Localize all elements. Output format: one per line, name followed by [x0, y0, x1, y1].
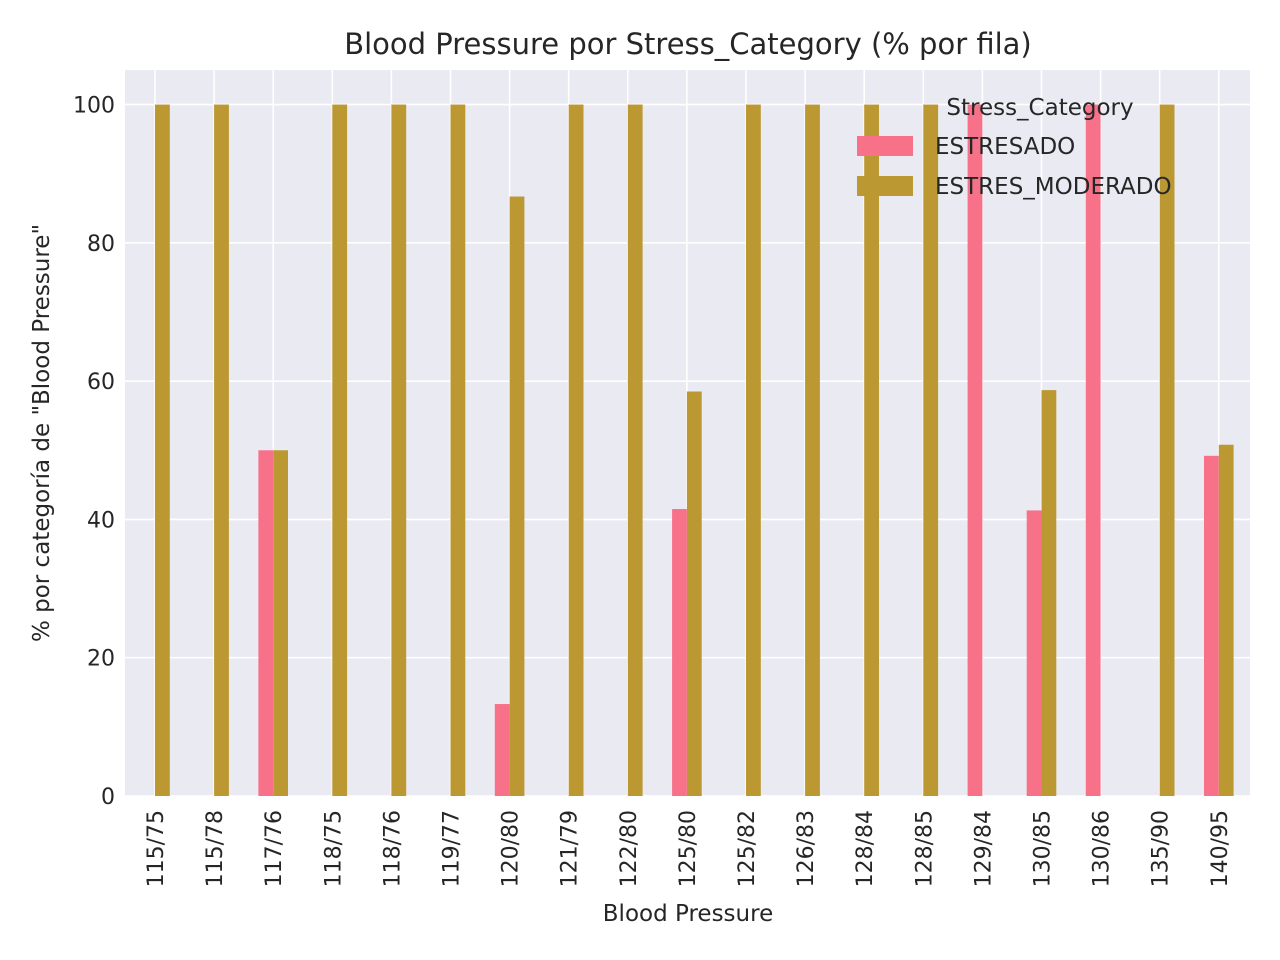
bar-estres-moderado-118-75 — [332, 104, 348, 797]
y-tick-label: 100 — [73, 94, 115, 119]
y-tick-label: 20 — [87, 647, 115, 672]
legend-title: Stress_Category — [946, 95, 1133, 121]
x-tick-label: 125/80 — [676, 810, 701, 887]
x-tick-label: 122/80 — [617, 810, 642, 887]
legend-swatch-estres-moderado — [857, 176, 913, 196]
x-axis-label: Blood Pressure — [603, 901, 773, 927]
x-tick-label: 130/86 — [1090, 810, 1115, 887]
x-axis-ticks: 115/75 115/78 117/76 118/75 118/76 119/77 120/… — [144, 810, 1233, 887]
bar-estres-moderado-126-83 — [805, 104, 820, 797]
bar-estresado-130-85 — [1026, 510, 1042, 796]
bar-estres-moderado-140-95 — [1218, 444, 1234, 796]
x-tick-label: 115/78 — [203, 810, 228, 887]
x-tick-label: 135/90 — [1149, 810, 1174, 887]
bar-estres-moderado-120-80 — [509, 196, 525, 796]
x-tick-label: 126/83 — [794, 810, 819, 887]
x-tick-label: 129/84 — [971, 810, 996, 887]
bar-estres-moderado-121-79 — [568, 104, 584, 797]
x-tick-label: 140/95 — [1208, 810, 1233, 887]
y-tick-label: 60 — [87, 370, 115, 395]
x-tick-label: 128/84 — [853, 810, 878, 887]
bar-estres-moderado-115-78 — [214, 104, 229, 797]
bar-estresado-140-95 — [1204, 455, 1219, 796]
bars — [155, 104, 1234, 797]
bar-estresado-117-76 — [258, 450, 274, 796]
y-tick-label: 0 — [101, 785, 115, 810]
y-axis-ticks: 0 20 40 60 80 100 — [73, 94, 115, 810]
chart-title: Blood Pressure por Stress_Category (% po… — [344, 27, 1032, 61]
y-tick-label: 40 — [87, 508, 115, 533]
x-tick-label: 118/75 — [321, 810, 346, 887]
bar-estresado-129-84 — [967, 104, 983, 797]
legend: Stress_Category ESTRESADO ESTRES_MODERAD… — [857, 95, 1172, 200]
bar-estresado-120-80 — [494, 704, 510, 796]
legend-label-estres-moderado: ESTRES_MODERADO — [935, 174, 1172, 200]
bar-estresado-125-80 — [672, 509, 687, 796]
legend-swatch-estresado — [857, 136, 913, 156]
bar-estres-moderado-130-85 — [1041, 390, 1057, 796]
x-tick-label: 125/82 — [735, 810, 760, 887]
bar-estres-moderado-122-80 — [627, 104, 643, 797]
x-tick-label: 120/80 — [499, 810, 524, 887]
x-tick-label: 115/75 — [144, 810, 169, 887]
legend-label-estresado: ESTRESADO — [935, 134, 1075, 160]
bar-estres-moderado-135-90 — [1159, 104, 1175, 797]
y-tick-label: 80 — [87, 232, 115, 257]
bar-estres-moderado-119-77 — [450, 104, 466, 797]
x-tick-label: 118/76 — [380, 810, 405, 887]
x-tick-label: 128/85 — [912, 810, 937, 887]
y-axis-label: % por categoría de "Blood Pressure" — [29, 224, 55, 642]
bar-estres-moderado-128-84 — [864, 104, 879, 797]
x-tick-label: 130/85 — [1031, 810, 1056, 887]
bar-estres-moderado-125-80 — [686, 391, 702, 796]
x-tick-label: 119/77 — [440, 810, 465, 887]
bar-estresado-130-86 — [1085, 104, 1101, 797]
bar-estres-moderado-117-76 — [273, 450, 288, 796]
bar-estres-moderado-128-85 — [923, 104, 939, 797]
x-tick-label: 121/79 — [558, 810, 583, 887]
bar-estres-moderado-118-76 — [391, 104, 407, 797]
bar-estres-moderado-125-82 — [746, 104, 761, 797]
x-tick-label: 117/76 — [262, 810, 287, 887]
bar-estres-moderado-115-75 — [155, 104, 170, 797]
